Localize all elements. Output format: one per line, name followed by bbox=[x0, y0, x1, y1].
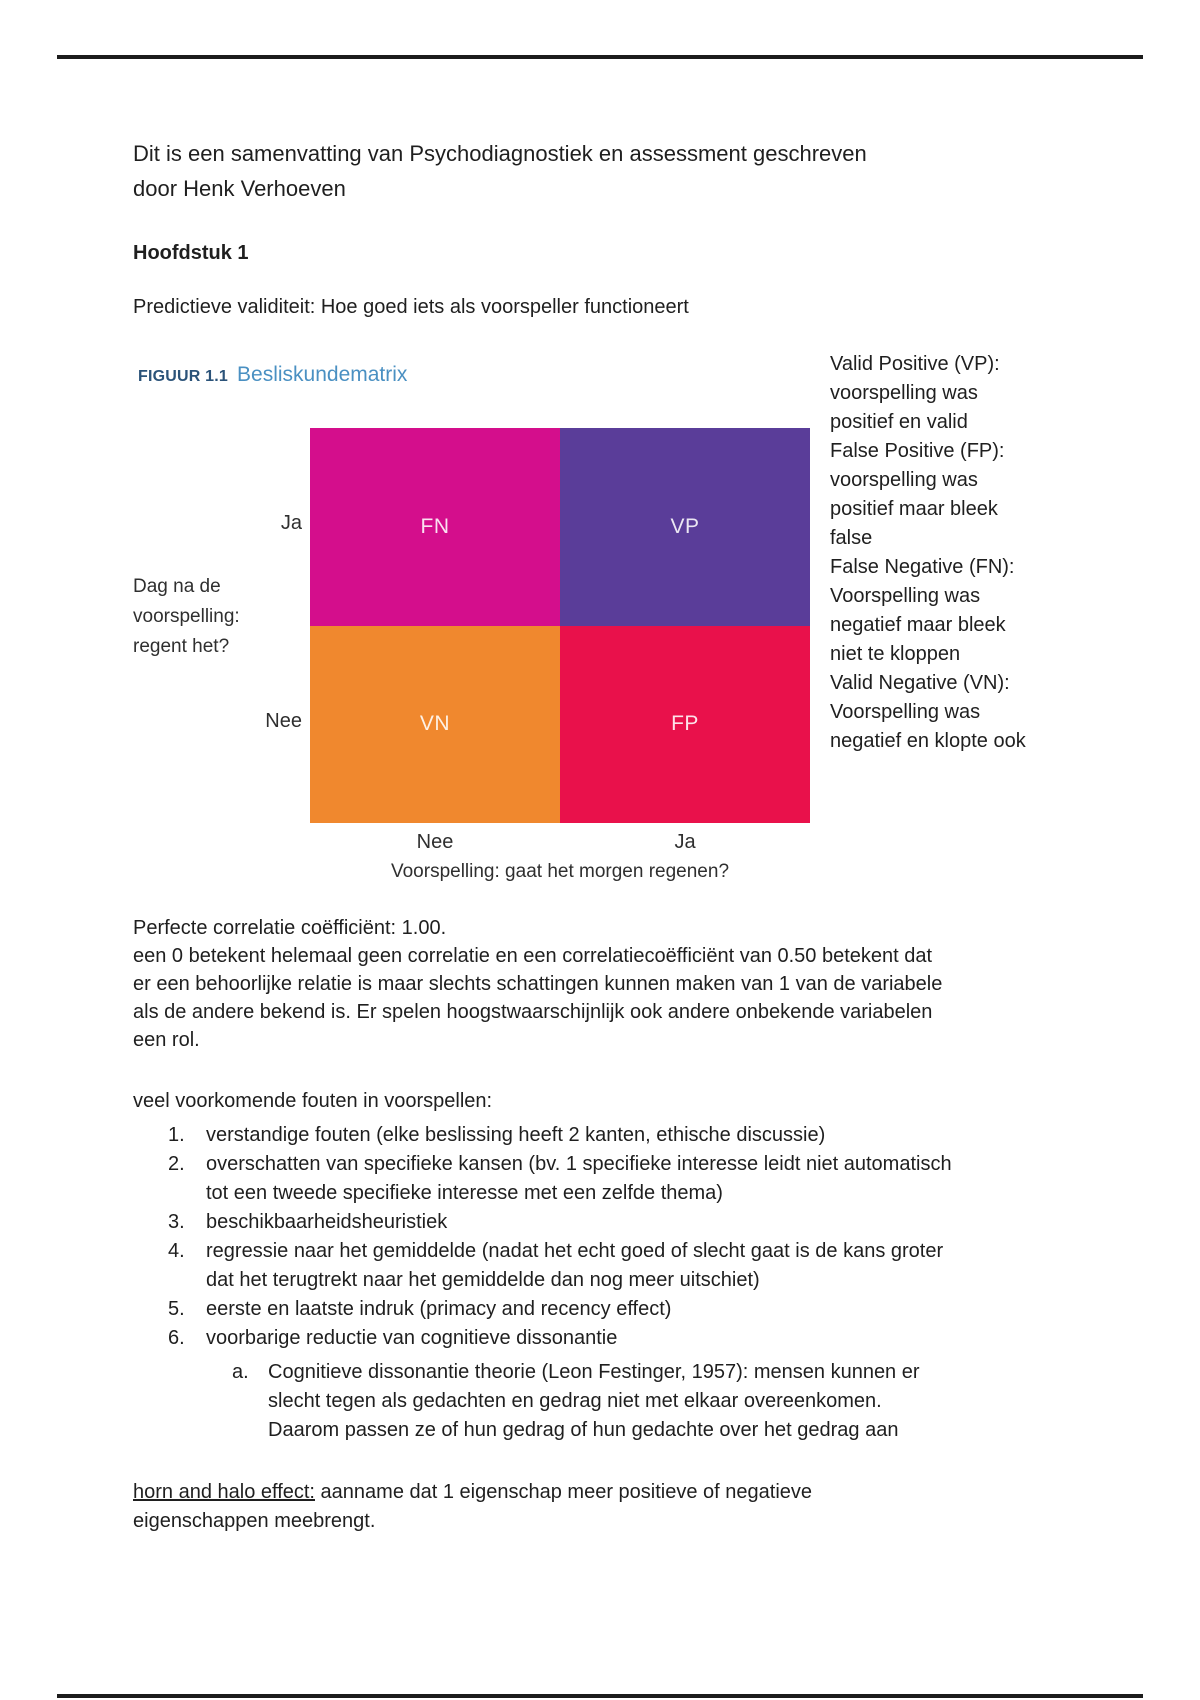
list-item-text: regressie naar het gemiddelde (nadat het… bbox=[206, 1240, 944, 1291]
errors-heading: veel voorkomende fouten in voorspellen: bbox=[133, 1090, 493, 1112]
quadrant-valid-negative: VN bbox=[310, 625, 560, 823]
list-item-number: 4. bbox=[168, 1240, 185, 1262]
lead-paragraph: Predictieve validiteit: Hoe goed iets al… bbox=[133, 296, 689, 318]
intro-paragraph: Dit is een samenvatting van Psychodiagno… bbox=[133, 141, 867, 201]
list-item-number: 2. bbox=[168, 1153, 185, 1175]
list-item-text: voorbarige reductie van cognitieve disso… bbox=[206, 1327, 618, 1349]
horn-halo-paragraph: horn and halo effect: aanname dat 1 eige… bbox=[133, 1478, 1133, 1536]
list-item: 2. overschatten van specifieke kansen (b… bbox=[133, 1150, 1143, 1208]
matrix-y-axis-label: Dag na de voorspelling: regent het? bbox=[133, 576, 240, 657]
matrix-row-label-nee: Nee bbox=[265, 710, 302, 732]
figure-caption: FIGUUR 1.1 Besliskundematrix bbox=[138, 363, 407, 387]
list-item-text: beschikbaarheidsheuristiek bbox=[206, 1211, 448, 1233]
chapter-heading: Hoofdstuk 1 bbox=[133, 242, 249, 264]
list-item-number: 3. bbox=[168, 1211, 185, 1233]
quadrant-false-positive: FP bbox=[560, 625, 810, 823]
list-item-text: Cognitieve dissonantie theorie (Leon Fes… bbox=[268, 1361, 920, 1441]
sub-list-item: a. Cognitieve dissonantie theorie (Leon … bbox=[133, 1358, 1143, 1445]
horn-halo-rest: aanname dat 1 eigenschap meer positieve … bbox=[133, 1481, 813, 1532]
matrix-x-axis-label: Voorspelling: gaat het morgen regenen? bbox=[390, 861, 730, 882]
list-item-number: 1. bbox=[168, 1124, 185, 1146]
matrix-row-label-ja: Ja bbox=[280, 512, 302, 534]
list-item-text: verstandige fouten (elke beslissing heef… bbox=[206, 1124, 826, 1146]
list-item: 3. beschikbaarheidsheuristiek bbox=[133, 1208, 1143, 1237]
figure-title: Besliskundematrix bbox=[237, 363, 408, 386]
list-item-number: 6. bbox=[168, 1327, 185, 1349]
matrix-col-label-nee: Nee bbox=[416, 831, 454, 853]
decision-matrix: FN VP VN FP bbox=[310, 428, 810, 823]
matrix-col-label-ja: Ja bbox=[674, 831, 696, 853]
matrix-legend-text: Valid Positive (VP): voorspelling was po… bbox=[830, 353, 1026, 752]
list-item: 5. eerste en laatste indruk (primacy and… bbox=[133, 1295, 1143, 1324]
quadrant-valid-positive: VP bbox=[560, 428, 810, 626]
correlation-paragraph: Perfecte correlatie coëfficiënt: 1.00. e… bbox=[133, 917, 943, 1051]
bottom-rule bbox=[57, 1694, 1143, 1698]
horn-halo-term: horn and halo effect: bbox=[133, 1481, 315, 1503]
quadrant-false-negative: FN bbox=[310, 428, 560, 626]
list-item-text: eerste en laatste indruk (primacy and re… bbox=[206, 1298, 672, 1320]
list-item-number: a. bbox=[232, 1361, 249, 1383]
list-item-text: overschatten van specifieke kansen (bv. … bbox=[206, 1153, 952, 1204]
list-item: 6. voorbarige reductie van cognitieve di… bbox=[133, 1324, 1143, 1353]
list-item: 4. regressie naar het gemiddelde (nadat … bbox=[133, 1237, 1143, 1295]
list-item-number: 5. bbox=[168, 1298, 185, 1320]
errors-list: 1. verstandige fouten (elke beslissing h… bbox=[133, 1121, 1143, 1445]
top-rule bbox=[57, 55, 1143, 59]
figure-label: FIGUUR 1.1 bbox=[138, 368, 229, 385]
list-item: 1. verstandige fouten (elke beslissing h… bbox=[133, 1121, 1143, 1150]
